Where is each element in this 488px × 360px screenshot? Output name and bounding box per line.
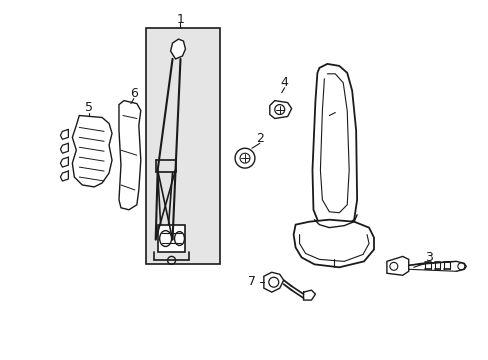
Text: 6: 6	[130, 87, 138, 100]
Polygon shape	[119, 100, 141, 210]
Bar	[145, 28, 220, 264]
Polygon shape	[72, 116, 112, 187]
Polygon shape	[157, 225, 185, 252]
Ellipse shape	[174, 231, 184, 246]
Text: 3: 3	[424, 251, 431, 264]
Text: 1: 1	[176, 13, 184, 26]
Polygon shape	[264, 272, 283, 292]
Polygon shape	[293, 220, 373, 267]
Polygon shape	[386, 256, 408, 275]
Ellipse shape	[160, 231, 171, 247]
Text: 5: 5	[85, 101, 93, 114]
Text: 7: 7	[247, 275, 255, 288]
Polygon shape	[312, 64, 356, 230]
Text: 4: 4	[280, 76, 288, 89]
Text: 2: 2	[255, 132, 264, 145]
Polygon shape	[269, 100, 291, 118]
Polygon shape	[170, 39, 185, 59]
